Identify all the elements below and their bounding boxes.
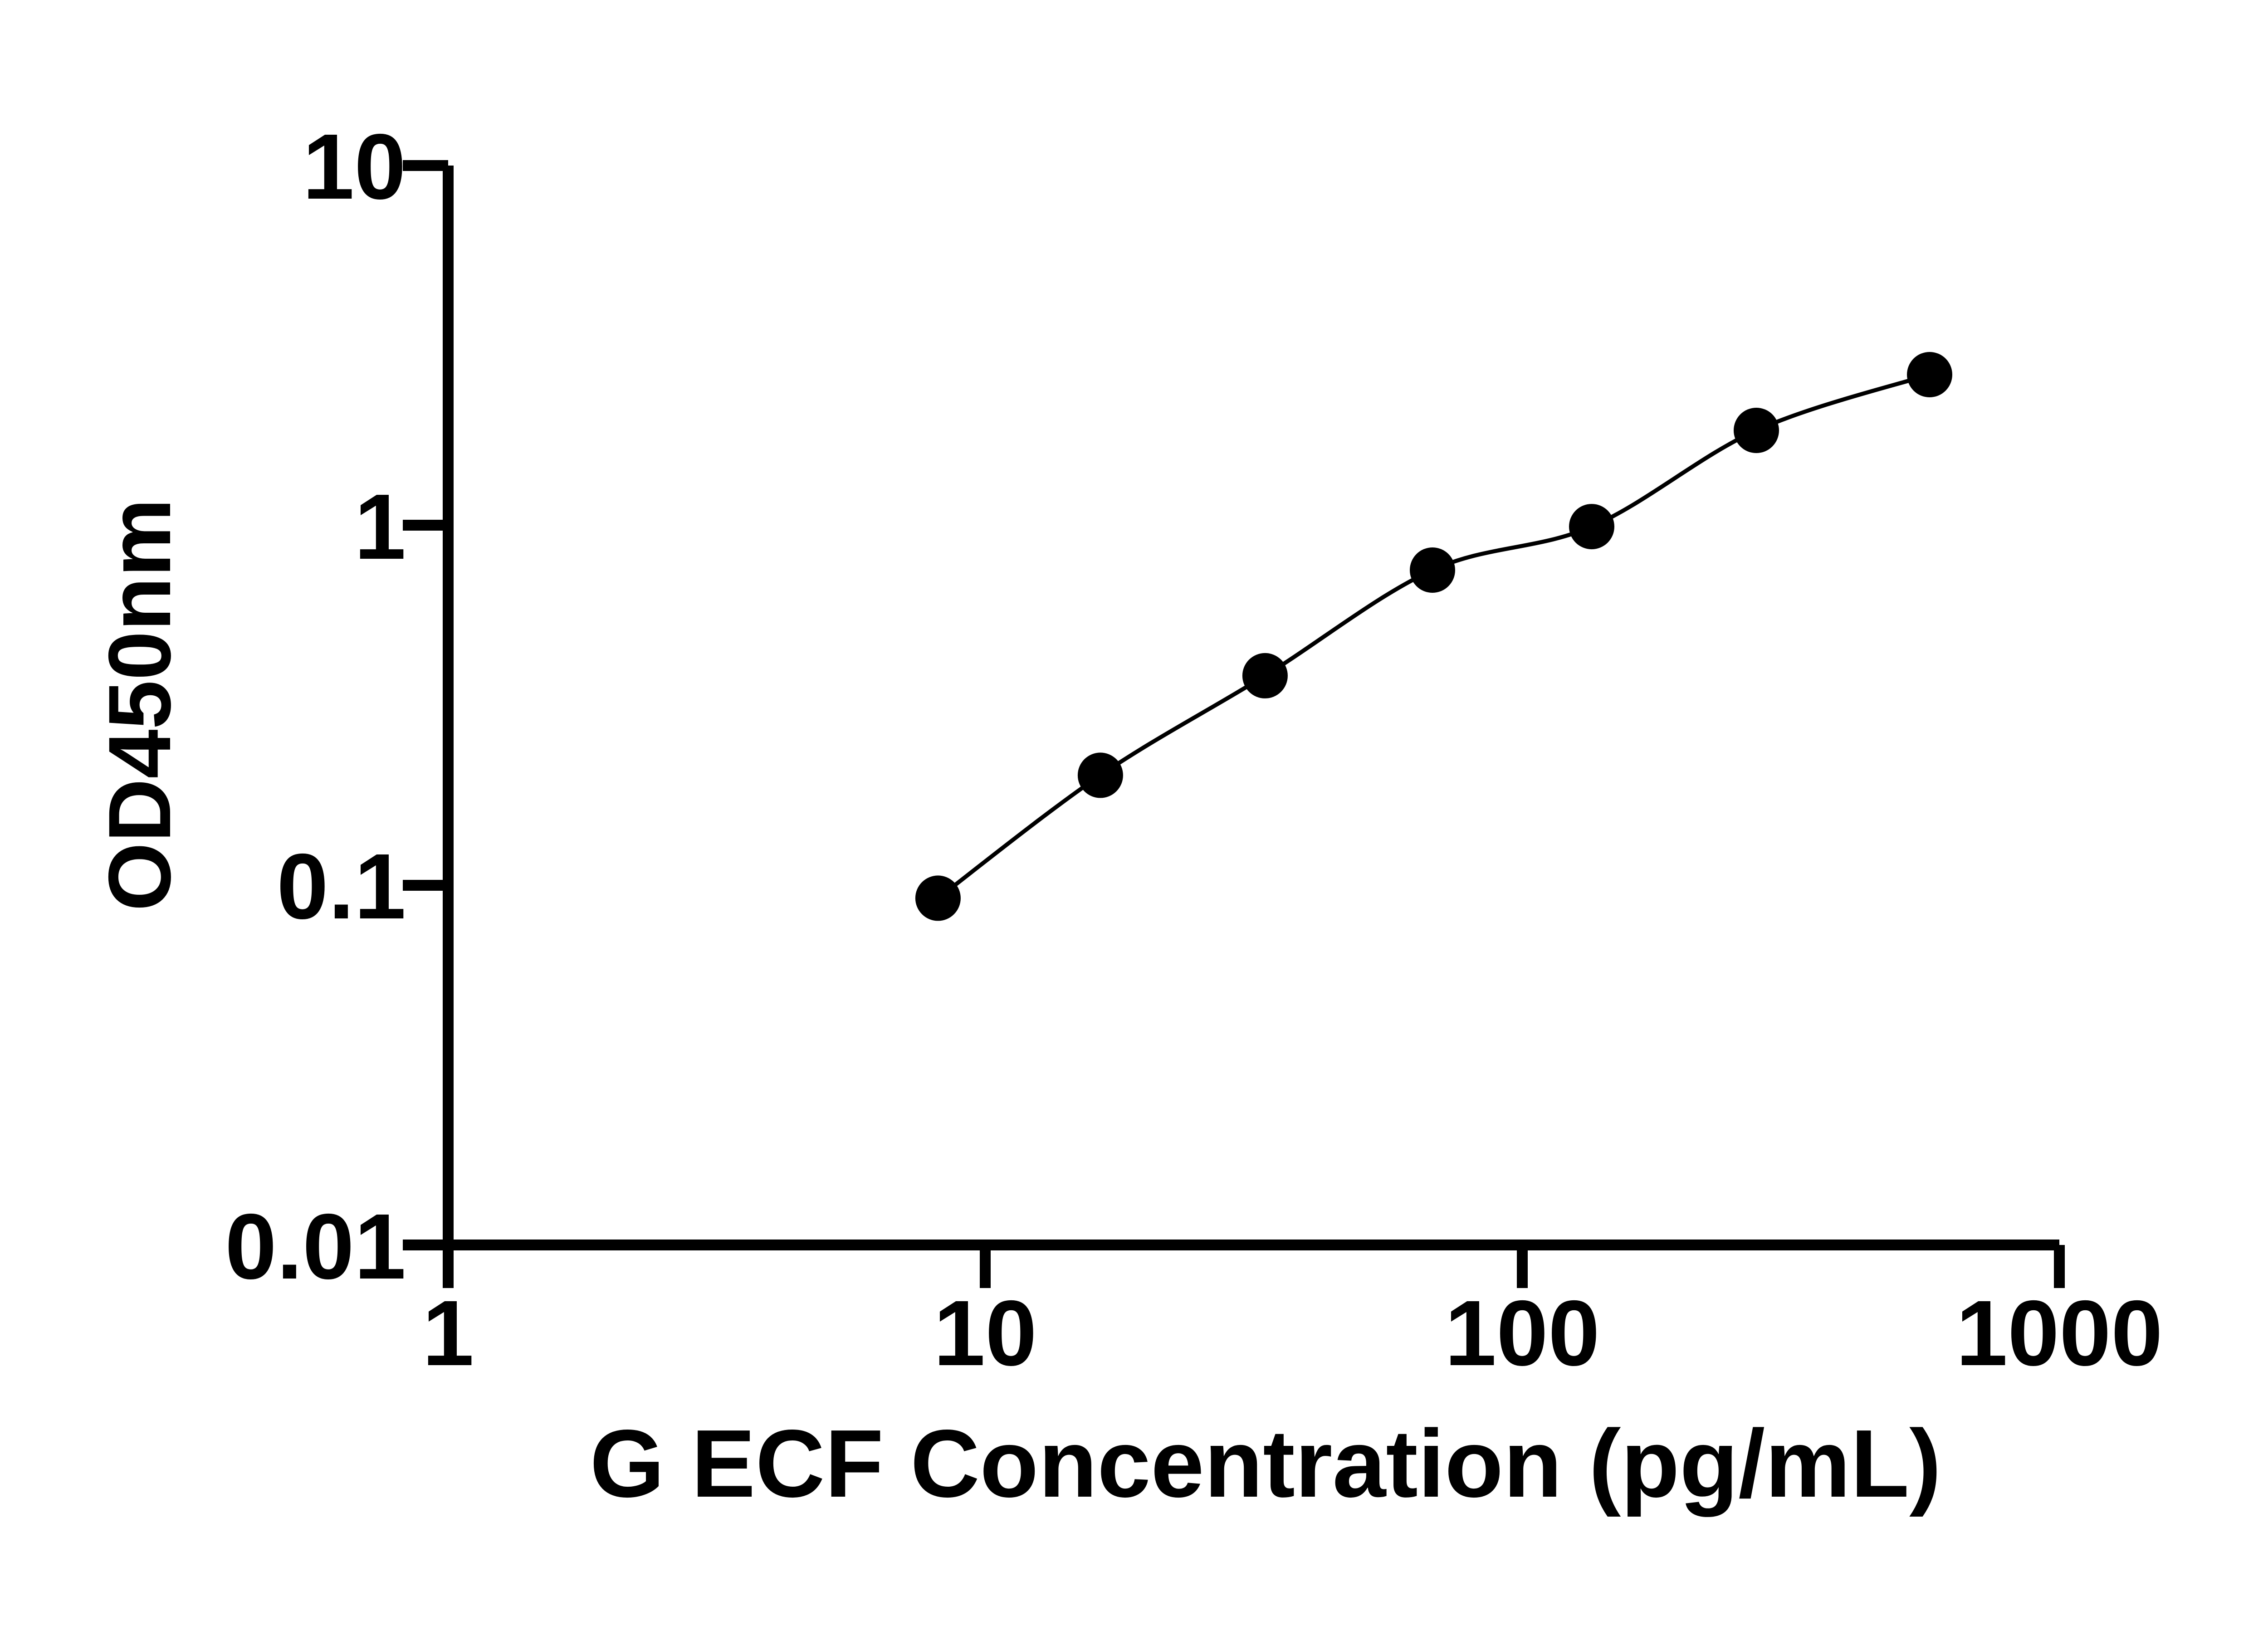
- svg-text:G ECF Concentration (pg/mL): G ECF Concentration (pg/mL): [590, 1410, 1941, 1517]
- svg-text:0.01: 0.01: [225, 1195, 406, 1298]
- svg-text:OD450nm: OD450nm: [90, 498, 189, 911]
- svg-text:10: 10: [934, 1281, 1037, 1385]
- svg-text:100: 100: [1445, 1281, 1600, 1385]
- svg-text:1: 1: [422, 1281, 474, 1385]
- svg-text:1000: 1000: [1956, 1281, 2163, 1385]
- svg-text:10: 10: [303, 115, 406, 219]
- svg-text:0.1: 0.1: [277, 835, 406, 938]
- svg-text:1: 1: [354, 475, 406, 579]
